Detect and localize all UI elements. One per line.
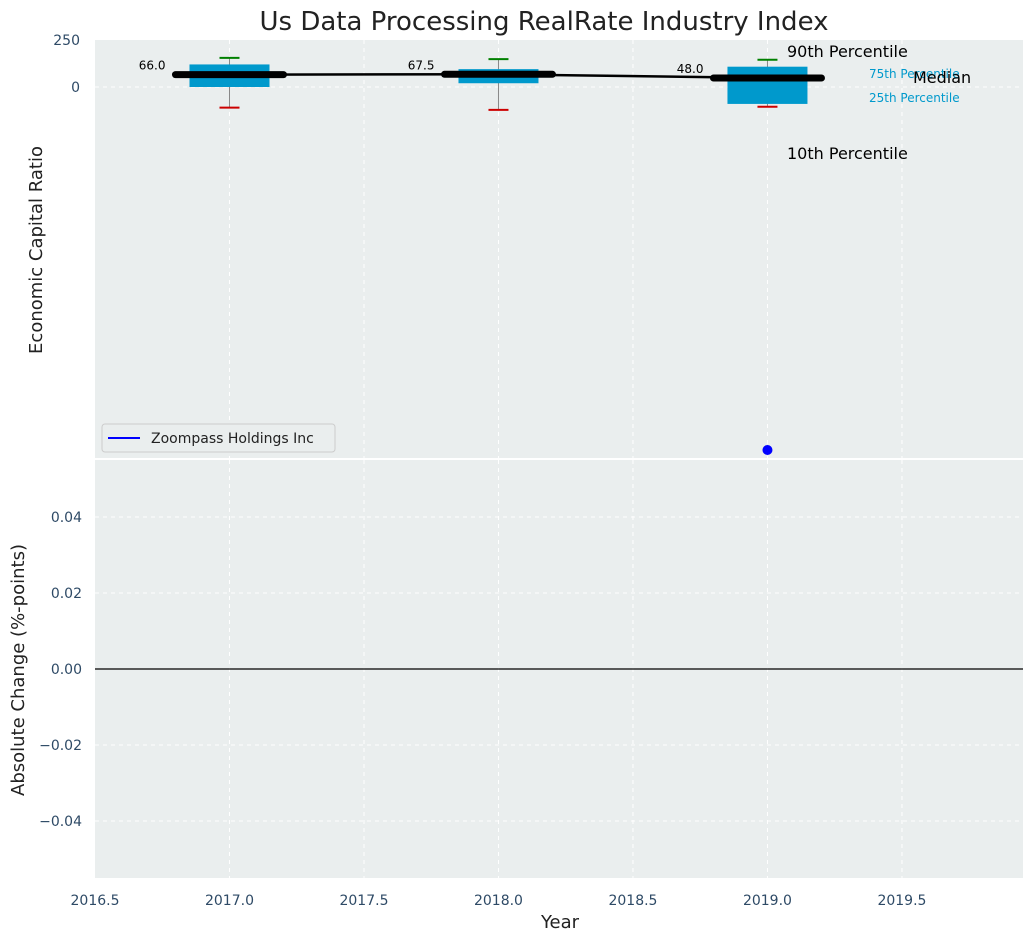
legend-box <box>101 423 336 453</box>
iqr-box <box>727 66 808 104</box>
x-tick-label: 2019.0 <box>743 893 792 909</box>
bottom-y-tick-label: 0.04 <box>51 510 82 526</box>
label-75th-percentile: 75th Percentile <box>869 67 960 81</box>
median-trend-line <box>229 73 768 80</box>
x-axis-label: Year <box>540 912 580 933</box>
company-data-point <box>762 445 773 455</box>
chart-title: Us Data Processing RealRate Industry Ind… <box>259 7 828 37</box>
x-tick-label: 2018.0 <box>474 893 523 909</box>
bottom-y-tick-label: 0.00 <box>51 662 82 678</box>
bottom-y-tick-label: −0.04 <box>39 814 82 830</box>
legend: Zoompass Holdings Inc <box>101 423 336 453</box>
bottom-y-axis-label: Absolute Change (%-points) <box>8 544 29 796</box>
x-tick-label: 2017.0 <box>205 893 254 909</box>
top-plot-area <box>95 40 1023 458</box>
median-value-label: 67.5 <box>408 58 435 72</box>
top-y-tick-label: 0 <box>71 80 80 96</box>
x-tick-label: 2017.5 <box>339 893 388 909</box>
top-y-axis-label: Economic Capital Ratio <box>26 146 47 354</box>
label-median: Median <box>913 68 971 87</box>
bottom-y-tick-label: 0.02 <box>51 586 82 602</box>
x-tick-label: 2018.5 <box>608 893 657 909</box>
label-90th-percentile: 90th Percentile <box>787 42 908 61</box>
median-value-label: 66.0 <box>139 59 166 73</box>
top-panel <box>171 56 825 455</box>
legend-label: Zoompass Holdings Inc <box>151 431 314 447</box>
chart-text: 250 0 66.0 67.5 48.0 0.04 0.02 0.00 −0.02 −0.04 20… <box>39 33 926 909</box>
median-value-label: 48.0 <box>677 62 704 76</box>
label-10th-percentile: 10th Percentile <box>787 144 908 163</box>
x-tick-label: 2016.5 <box>71 893 120 909</box>
x-tick-label: 2019.5 <box>877 893 926 909</box>
bottom-y-tick-label: −0.02 <box>39 738 82 754</box>
top-y-tick-label: 250 <box>53 33 80 49</box>
label-25th-percentile: 25th Percentile <box>869 91 960 105</box>
